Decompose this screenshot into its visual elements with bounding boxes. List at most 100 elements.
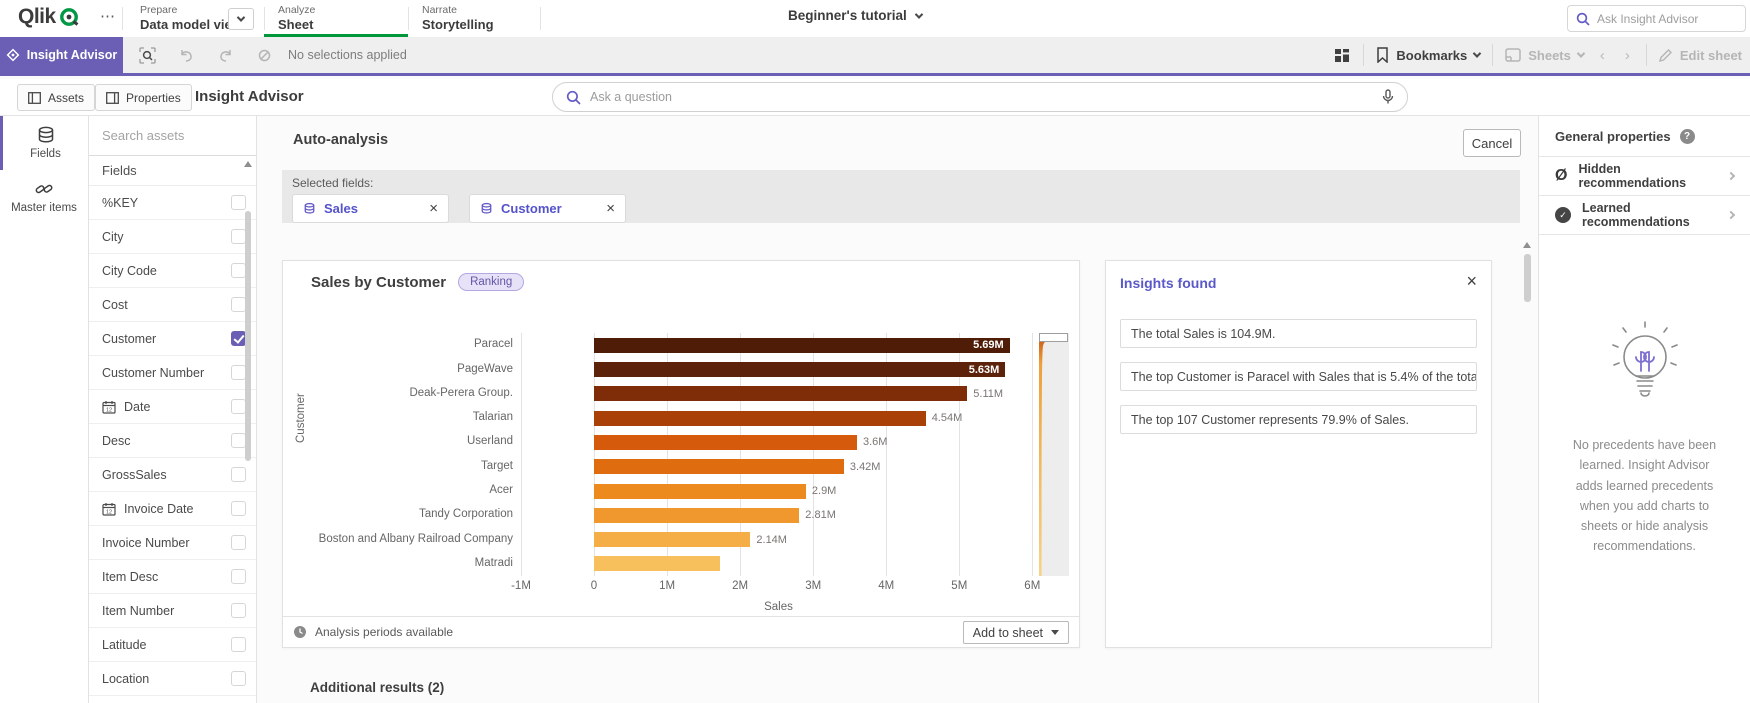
field-label: Item Desc	[102, 570, 231, 584]
scroll-up-icon[interactable]	[1523, 242, 1531, 248]
additional-results-header[interactable]: Additional results (2)	[310, 680, 445, 695]
field-checkbox[interactable]	[231, 365, 246, 380]
insight-advisor-toggle-button[interactable]: Insight Advisor	[0, 37, 123, 73]
search-assets-input[interactable]: Search assets	[89, 116, 256, 156]
field-name: Item Desc	[102, 569, 159, 584]
insights-title: Insights found	[1120, 275, 1217, 291]
bar-talarian[interactable]	[594, 410, 926, 426]
field-checkbox[interactable]	[231, 569, 246, 584]
x-tick-label: 0	[590, 580, 598, 592]
bar-deak-perera-group-[interactable]	[594, 386, 968, 402]
selected-field-chips: Sales × Customer ×	[292, 194, 1510, 223]
bar-pagewave[interactable]: 5.63M	[594, 362, 1006, 377]
field-checkbox[interactable]	[231, 195, 246, 210]
field-row-customer[interactable]: Customer	[89, 322, 256, 356]
field-checkbox[interactable]	[231, 433, 246, 448]
field-checkbox[interactable]	[231, 467, 246, 482]
rail-item-fields[interactable]: Fields	[0, 116, 88, 170]
close-icon[interactable]: ×	[1466, 271, 1477, 291]
qlik-logo[interactable]: Qlik	[18, 5, 82, 29]
bar-value-label: 3.42M	[849, 460, 881, 473]
field-name: Invoice Number	[102, 535, 190, 550]
chart-minimap[interactable]	[1039, 333, 1069, 576]
category-label: Matradi	[474, 556, 513, 569]
field-row-cost[interactable]: Cost	[89, 288, 256, 322]
category-label: Userland	[466, 435, 513, 448]
divider	[264, 7, 265, 30]
field-checkbox[interactable]	[231, 399, 246, 414]
assets-panel: Search assets Fields %KEY City City Code Co…	[89, 116, 257, 703]
field-row-item-number[interactable]: Item Number	[89, 594, 256, 628]
fields-section-header: Fields	[89, 156, 256, 186]
ask-question-search[interactable]: Ask a question	[552, 82, 1408, 112]
assets-panel-button[interactable]: Assets	[17, 84, 96, 111]
field-checkbox[interactable]	[231, 297, 246, 312]
field-checkbox[interactable]	[231, 501, 246, 516]
remove-field-icon[interactable]: ×	[429, 200, 438, 217]
insight-item[interactable]: The top Customer is Paracel with Sales t…	[1120, 362, 1477, 391]
prop-row-learned-recommendations[interactable]: ✓ Learned recommendations	[1539, 196, 1750, 234]
divider	[540, 7, 541, 30]
fields-scrollbar[interactable]	[245, 211, 251, 461]
tab-analyze[interactable]: Analyze Sheet	[264, 0, 408, 37]
bar-tandy-corporation[interactable]	[594, 507, 800, 523]
insight-item[interactable]: The total Sales is 104.9M.	[1120, 319, 1477, 348]
field-row-desc[interactable]: Desc	[89, 424, 256, 458]
field-row-item-desc[interactable]: Item Desc	[89, 560, 256, 594]
bar-acer[interactable]	[594, 483, 806, 499]
tab-narrate[interactable]: Narrate Storytelling	[422, 4, 494, 32]
selected-field-chip-sales[interactable]: Sales ×	[292, 194, 449, 223]
field-row--key[interactable]: %KEY	[89, 186, 256, 220]
field-checkbox[interactable]	[231, 671, 246, 686]
bar-paracel[interactable]: 5.69M	[594, 337, 1010, 353]
smart-search-icon[interactable]	[138, 46, 156, 64]
insight-item[interactable]: The top 107 Customer represents 79.9% of…	[1120, 405, 1477, 434]
selected-field-chip-customer[interactable]: Customer ×	[469, 194, 626, 223]
microphone-icon[interactable]	[1382, 89, 1394, 105]
app-selector[interactable]: Beginner's tutorial	[788, 8, 923, 23]
field-row-grosssales[interactable]: GrossSales	[89, 458, 256, 492]
ask-insight-advisor-search[interactable]: Ask Insight Advisor	[1567, 5, 1746, 32]
bar-boston-and-albany-railroad-company[interactable]	[594, 532, 751, 548]
field-name: Desc	[102, 433, 131, 448]
field-row-date[interactable]: 12 Date	[89, 390, 256, 424]
main-scrollbar[interactable]	[1524, 254, 1531, 302]
bar-target[interactable]	[594, 459, 844, 475]
search-placeholder: Ask a question	[590, 90, 672, 104]
bookmarks-button[interactable]: Bookmarks	[1376, 47, 1482, 63]
minimap-distribution	[1039, 333, 1063, 576]
tab-prepare[interactable]: Prepare Data model viewer	[140, 4, 255, 32]
selected-fields-label: Selected fields:	[292, 176, 374, 190]
field-checkbox[interactable]	[231, 603, 246, 618]
fields-list: %KEY City City Code Cost Customer Customer Nu…	[89, 186, 256, 696]
field-checkbox[interactable]	[231, 637, 246, 652]
field-row-customer-number[interactable]: Customer Number	[89, 356, 256, 390]
remove-field-icon[interactable]: ×	[606, 200, 615, 217]
prepare-dropdown-button[interactable]	[228, 8, 254, 30]
field-row-invoice-number[interactable]: Invoice Number	[89, 526, 256, 560]
page-title: Insight Advisor	[195, 88, 304, 105]
cancel-button[interactable]: Cancel	[1463, 129, 1521, 157]
field-row-location[interactable]: Location	[89, 662, 256, 696]
field-row-latitude[interactable]: Latitude	[89, 628, 256, 662]
field-row-city[interactable]: City	[89, 220, 256, 254]
bar-matradi[interactable]	[594, 556, 721, 572]
field-checkbox[interactable]	[231, 331, 246, 346]
add-to-sheet-button[interactable]: Add to sheet	[962, 621, 1069, 644]
field-checkbox[interactable]	[231, 229, 246, 244]
rail-item-master-items[interactable]: Master items	[0, 170, 88, 224]
scroll-up-icon[interactable]	[244, 161, 252, 167]
field-row-city-code[interactable]: City Code	[89, 254, 256, 288]
sheet-overview-icon[interactable]	[1333, 46, 1351, 64]
field-checkbox[interactable]	[231, 263, 246, 278]
properties-panel-button[interactable]: Properties	[95, 84, 192, 111]
field-row-invoice-date[interactable]: 12 Invoice Date	[89, 492, 256, 526]
field-checkbox[interactable]	[231, 535, 246, 550]
field-label: Invoice Number	[102, 536, 231, 550]
help-icon[interactable]: ?	[1679, 129, 1695, 144]
chevron-down-icon	[236, 13, 246, 22]
prop-row-hidden-recommendations[interactable]: Ø Hidden recommendations	[1539, 157, 1750, 195]
minimap-viewport[interactable]	[1039, 333, 1068, 342]
more-menu-icon[interactable]: ⋯	[100, 8, 116, 25]
bar-userland[interactable]	[594, 434, 857, 450]
